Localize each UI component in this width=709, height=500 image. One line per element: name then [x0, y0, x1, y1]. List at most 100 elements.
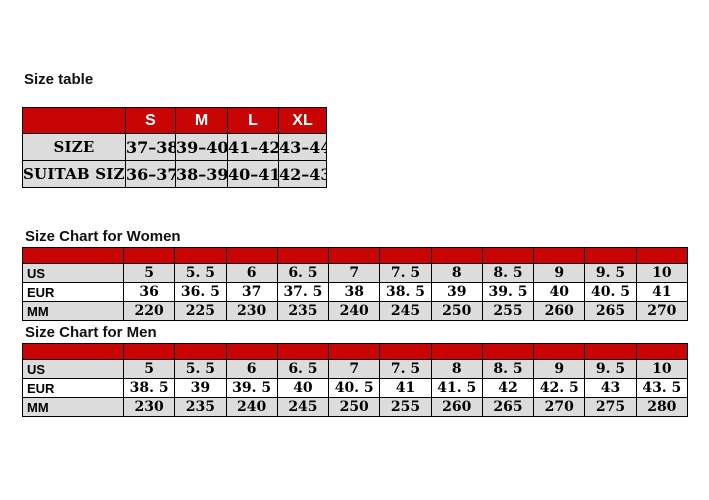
eur-size-cell: 42: [481, 378, 535, 398]
women-chart-title: Size Chart for Women: [25, 228, 181, 245]
us-size-cell: 10: [635, 359, 689, 379]
us-size-cell: 8. 5: [481, 359, 535, 379]
header-cell: [481, 247, 535, 264]
header-cell: [122, 343, 176, 360]
eur-size-cell: 39. 5: [225, 378, 278, 398]
size-table-title: Size table: [24, 71, 94, 88]
header-cell: [174, 247, 227, 264]
us-size-cell: 5: [122, 263, 176, 283]
eur-size-cell: 38. 5: [122, 378, 176, 398]
row-label-us: US: [22, 263, 124, 283]
header-cell: [174, 343, 227, 360]
us-size-cell: 7. 5: [379, 263, 432, 283]
eur-size-cell: 40: [276, 378, 330, 398]
size-cell: 37–38: [125, 133, 176, 161]
mm-size-cell: 240: [225, 397, 278, 417]
eur-size-cell: 42. 5: [533, 378, 586, 398]
header-cell: [584, 247, 637, 264]
header-cell: [379, 343, 432, 360]
us-size-cell: 9. 5: [584, 359, 637, 379]
size-cell: 41–42: [227, 133, 279, 161]
size-cell: 43–44: [278, 133, 327, 161]
mm-size-cell: 255: [481, 301, 535, 321]
us-size-cell: 5. 5: [174, 359, 227, 379]
mm-size-cell: 265: [584, 301, 637, 321]
eur-size-cell: 43. 5: [635, 378, 689, 398]
men-chart-title: Size Chart for Men: [25, 324, 157, 341]
mm-size-cell: 245: [276, 397, 330, 417]
eur-size-cell: 43: [584, 378, 637, 398]
us-size-cell: 5: [122, 359, 176, 379]
women-mm-row: MM 220 225 230 235 240 245 250 255 260 2…: [22, 301, 689, 321]
row-label-mm: MM: [22, 397, 124, 417]
row-label-mm: MM: [22, 301, 124, 321]
mm-size-cell: 260: [430, 397, 483, 417]
eur-size-cell: 39: [174, 378, 227, 398]
eur-size-cell: 36: [122, 282, 176, 302]
size-table-row-size: SIZE 37–38 39–40 41–42 43–44: [22, 133, 327, 161]
eur-size-cell: 37: [225, 282, 278, 302]
eur-size-cell: 36. 5: [174, 282, 227, 302]
size-cell: 42–43: [278, 160, 327, 188]
eur-size-cell: 40. 5: [328, 378, 381, 398]
mm-size-cell: 235: [174, 397, 227, 417]
header-cell: [225, 343, 278, 360]
women-chart-header-row: [22, 247, 689, 264]
mm-size-cell: 230: [225, 301, 278, 321]
mm-size-cell: 255: [379, 397, 432, 417]
mm-size-cell: 230: [122, 397, 176, 417]
row-label-eur: EUR: [22, 378, 124, 398]
mm-size-cell: 240: [328, 301, 381, 321]
header-cell: [533, 247, 586, 264]
header-cell: [430, 247, 483, 264]
mm-size-cell: 270: [635, 301, 689, 321]
women-size-chart: US 5 5. 5 6 6. 5 7 7. 5 8 8. 5 9 9. 5 10…: [22, 247, 689, 321]
size-cell: 36–37: [125, 160, 176, 188]
header-cell: [635, 343, 689, 360]
header-cell: [481, 343, 535, 360]
mm-size-cell: 250: [328, 397, 381, 417]
eur-size-cell: 38: [328, 282, 381, 302]
header-cell: [122, 247, 176, 264]
us-size-cell: 6: [225, 263, 278, 283]
men-eur-row: EUR 38. 5 39 39. 5 40 40. 5 41 41. 5 42 …: [22, 378, 689, 398]
us-size-cell: 9: [533, 359, 586, 379]
size-table-header-xl: XL: [278, 107, 327, 134]
us-size-cell: 8. 5: [481, 263, 535, 283]
row-label-eur: EUR: [22, 282, 124, 302]
us-size-cell: 7: [328, 359, 381, 379]
header-cell: [276, 247, 330, 264]
eur-size-cell: 40: [533, 282, 586, 302]
header-cell: [276, 343, 330, 360]
us-size-cell: 8: [430, 263, 483, 283]
size-table: S M L XL SIZE 37–38 39–40 41–42 43–44 SU…: [22, 107, 327, 188]
us-size-cell: 6: [225, 359, 278, 379]
mm-size-cell: 265: [481, 397, 535, 417]
mm-size-cell: 220: [122, 301, 176, 321]
mm-size-cell: 280: [635, 397, 689, 417]
us-size-cell: 6. 5: [276, 263, 330, 283]
header-cell: [328, 247, 381, 264]
us-size-cell: 6. 5: [276, 359, 330, 379]
women-us-row: US 5 5. 5 6 6. 5 7 7. 5 8 8. 5 9 9. 5 10: [22, 263, 689, 283]
mm-size-cell: 260: [533, 301, 586, 321]
mm-size-cell: 270: [533, 397, 586, 417]
men-us-row: US 5 5. 5 6 6. 5 7 7. 5 8 8. 5 9 9. 5 10: [22, 359, 689, 379]
eur-size-cell: 37. 5: [276, 282, 330, 302]
us-size-cell: 9. 5: [584, 263, 637, 283]
eur-size-cell: 38. 5: [379, 282, 432, 302]
header-cell: [584, 343, 637, 360]
size-table-header-l: L: [227, 107, 279, 134]
header-cell: [22, 343, 124, 360]
us-size-cell: 9: [533, 263, 586, 283]
header-cell: [328, 343, 381, 360]
header-cell: [225, 247, 278, 264]
size-table-header-row: S M L XL: [22, 107, 327, 134]
mm-size-cell: 235: [276, 301, 330, 321]
row-label-suitab-size: SUITAB SIZE: [22, 160, 126, 188]
us-size-cell: 5. 5: [174, 263, 227, 283]
mm-size-cell: 250: [430, 301, 483, 321]
men-chart-header-row: [22, 343, 689, 360]
size-table-row-suitab-size: SUITAB SIZE 36–37 38–39 40–41 42–43: [22, 160, 327, 188]
